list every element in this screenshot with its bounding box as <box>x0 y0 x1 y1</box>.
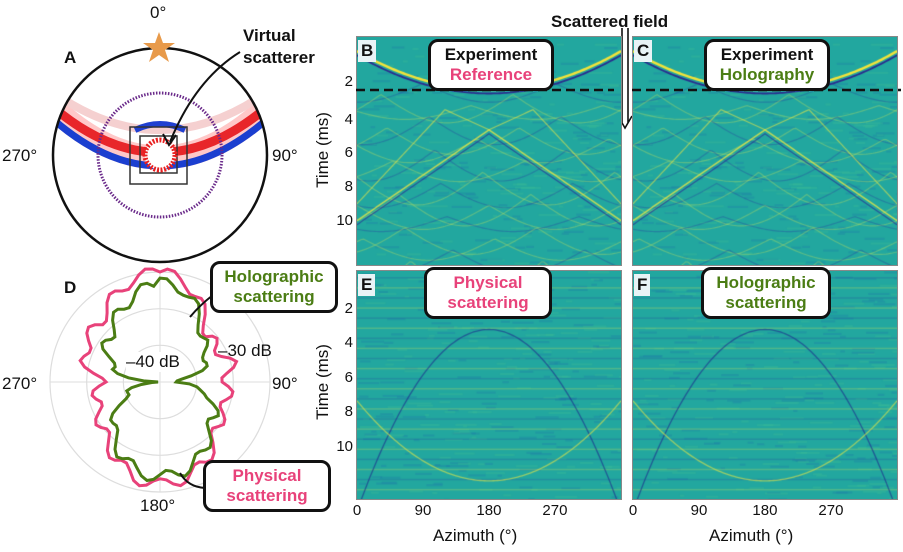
panel-d-polar-plot <box>49 267 271 493</box>
x-tick: 90 <box>414 502 432 519</box>
legend-arrow <box>179 472 206 489</box>
label-line: scattering <box>725 293 807 312</box>
y-tick: 4 <box>344 334 353 351</box>
polar-series-holographic <box>100 276 220 483</box>
label-line: Reference <box>449 65 533 84</box>
panel-c-label-box: Experiment Holography <box>704 39 830 91</box>
panel-b-label-box: Experiment Reference <box>428 39 554 91</box>
angle-0: 0° <box>150 3 167 22</box>
panel-a-letter: A <box>64 48 77 67</box>
physical-legend-box: Physical scattering <box>203 460 331 512</box>
y-tick: 10 <box>336 438 353 455</box>
x-tick: 90 <box>690 502 708 519</box>
polar-angle-270: 270° <box>2 374 38 393</box>
polar-angle-90: 90° <box>272 374 298 393</box>
y-tick: 6 <box>344 369 353 386</box>
legend-line: Holographic <box>224 267 324 286</box>
polar-angle-180: 180° <box>140 496 176 515</box>
x-tick: 0 <box>628 502 638 519</box>
panel-f-letter: F <box>634 274 651 296</box>
ring-label-30db: –30 dB <box>218 341 272 360</box>
x-tick: 0 <box>352 502 362 519</box>
panel-e-label-box: Physical scattering <box>424 267 552 319</box>
polar-axis <box>50 272 270 492</box>
y-tick: 2 <box>344 73 353 90</box>
angle-270: 270° <box>2 146 38 165</box>
panel-c-letter: C <box>634 40 653 62</box>
y-axis-label-bottom: Time (ms) <box>312 344 332 420</box>
label-line: Experiment <box>720 45 814 64</box>
figure-title: Scattered field <box>551 12 669 31</box>
holographic-legend-box: Holographic scattering <box>210 261 338 313</box>
source-star-icon <box>143 32 175 62</box>
legend-line: scattering <box>226 486 308 505</box>
label-line: scattering <box>447 293 529 312</box>
y-tick: 4 <box>344 111 353 128</box>
label-line: Experiment <box>444 45 538 64</box>
label-line: Holography <box>719 65 815 84</box>
x-tick: 180 <box>476 502 502 519</box>
angle-90: 90° <box>272 146 298 165</box>
legend-line: Physical <box>232 466 302 485</box>
x-tick: 270 <box>818 502 844 519</box>
label-line: Holographic <box>716 273 816 292</box>
polar-series-physical <box>78 267 239 488</box>
label-line: Physical <box>453 273 523 292</box>
y-tick: 2 <box>344 300 353 317</box>
y-tick: 8 <box>344 403 353 420</box>
y-tick: 8 <box>344 178 353 195</box>
y-axis-label-top: Time (ms) <box>312 112 332 188</box>
panel-f-label-box: Holographic scattering <box>701 267 831 319</box>
annotation-line: Virtual <box>243 26 296 45</box>
x-axis-label-right: Azimuth (°) <box>709 526 794 545</box>
y-tick: 10 <box>336 212 353 229</box>
panel-e-letter: E <box>358 274 376 296</box>
x-tick: 270 <box>542 502 568 519</box>
legend-line: scattering <box>233 287 315 306</box>
panel-b-letter: B <box>358 40 377 62</box>
annotation-line: scatterer <box>243 48 315 67</box>
x-tick: 180 <box>752 502 778 519</box>
y-tick: 6 <box>344 144 353 161</box>
x-axis-label-left: Azimuth (°) <box>433 526 518 545</box>
panel-a-diagram <box>51 32 269 264</box>
virtual-scatterer-label: Virtual scatterer <box>243 25 315 69</box>
panel-d-letter: D <box>64 278 77 297</box>
ring-label-40db: –40 dB <box>126 352 180 372</box>
